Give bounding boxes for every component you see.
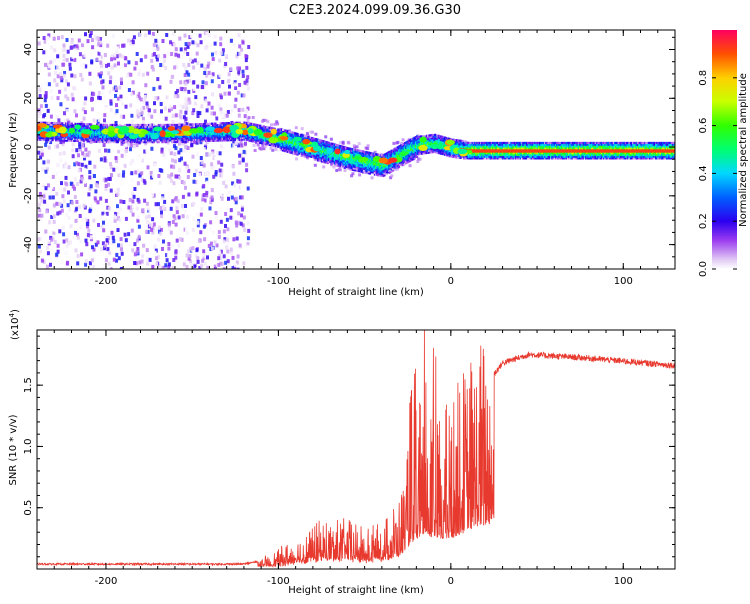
colorbar-tick-label: 0.6 [698, 118, 709, 134]
snr-x-tick-label: 100 [614, 576, 633, 587]
snr-x-label: Height of straight line (km) [288, 585, 424, 596]
spectrogram-y-tick-label: 40 [23, 43, 34, 56]
colorbar-tick-label: 0.2 [698, 213, 709, 229]
snr-y-tick-label: 1.0 [23, 438, 34, 454]
figure-title: C2E3.2024.099.09.36.G30 [289, 3, 461, 18]
snr-multiplier: (x104) [8, 309, 21, 340]
snr-x-tick-label: 0 [448, 576, 454, 587]
spectrogram-x-tick-label: 0 [448, 276, 454, 287]
colorbar: 0.0 0.2 0.4 0.6 0.8 Normalized spectral ampl… [698, 30, 749, 277]
colorbar-tick-label: 0.4 [698, 165, 709, 181]
colorbar-label: Normalized spectral amplitude [738, 73, 749, 227]
snr-x-tick-label: -100 [267, 576, 290, 587]
spectrogram-y-tick-label: 0 [23, 144, 34, 150]
snr-x-tick-label: -200 [95, 576, 118, 587]
snr-y-tick-label: 0.5 [23, 500, 34, 516]
spectrogram-y-label: Frequency (Hz) [8, 112, 19, 188]
spectrogram-x-tick-label: 100 [614, 276, 633, 287]
spectrogram-x-tick-label: -100 [267, 276, 290, 287]
snr-y-label: SNR (10 * v/v) [8, 414, 19, 485]
spectrogram-x-tick-label: -200 [95, 276, 118, 287]
colorbar-tick-label: 0.0 [698, 261, 709, 277]
spectrogram-y-tick-label: -40 [23, 236, 34, 252]
spectrogram-y-tick-label: 20 [23, 92, 34, 105]
spectrogram-y-tick-label: -20 [23, 188, 34, 204]
spectrogram-x-label: Height of straight line (km) [288, 287, 424, 298]
snr-y-tick-label: 1.5 [23, 377, 34, 393]
colorbar-gradient [712, 30, 737, 269]
colorbar-tick-label: 0.8 [698, 70, 709, 86]
snr-panel: -200 -100 0 100 0.5 1.0 1.5 (x104) SNR (10 * v… [8, 309, 675, 596]
